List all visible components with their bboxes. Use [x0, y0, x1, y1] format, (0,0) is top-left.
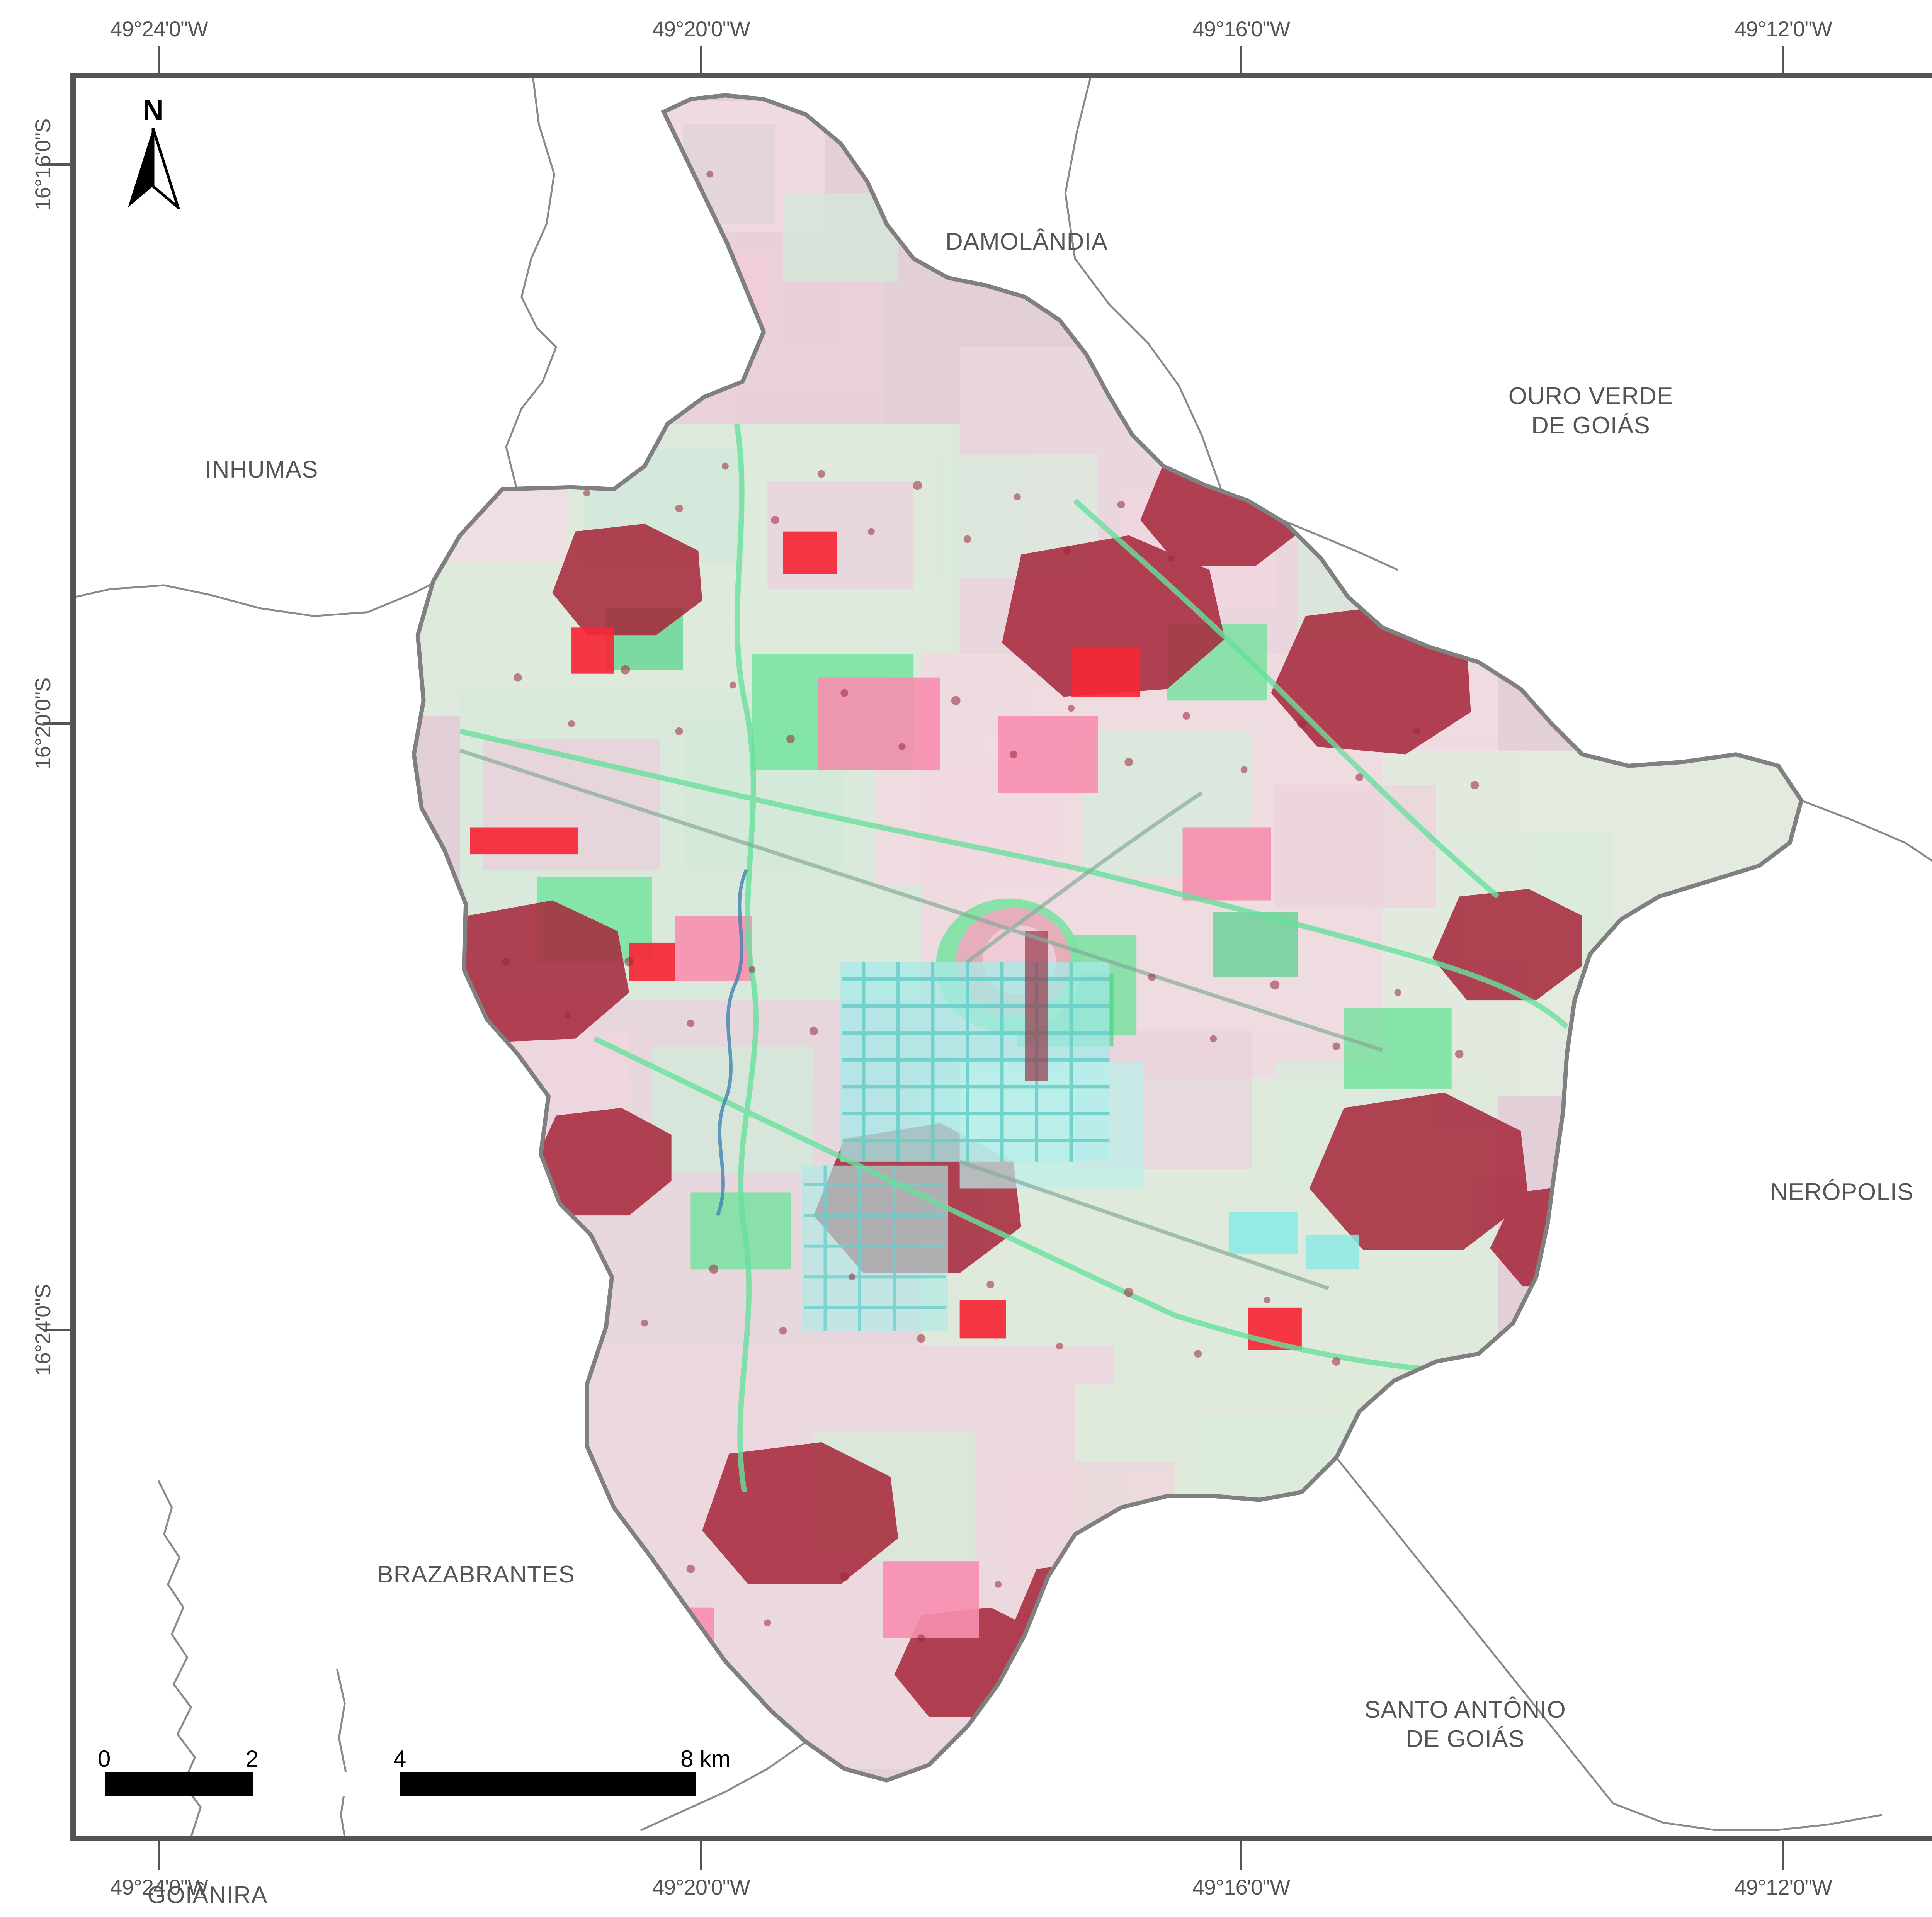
north-arrow-label: N [143, 94, 163, 126]
place-label-damol-ndia: DAMOLÂNDIA [853, 227, 1201, 257]
north-arrow: N [118, 93, 188, 209]
scale-segment-0 [105, 1772, 253, 1796]
scale-segment-3 [548, 1772, 696, 1796]
scale-tick-3: 8 km [680, 1746, 731, 1772]
scale-bar-segments [105, 1772, 696, 1796]
scale-segment-2 [400, 1772, 548, 1796]
lon-tick-bottom [700, 1837, 702, 1870]
lon-tick-top [1240, 46, 1242, 78]
lon-label-top: 49°16'0"W [1192, 17, 1291, 41]
place-label-santo-ant-nio: SANTO ANTÔNIO DE GOIÁS [1291, 1695, 1639, 1754]
place-label-inhumas: INHUMAS [88, 455, 435, 484]
lon-tick-bottom [1240, 1837, 1242, 1870]
place-label-goi-nira: GOIÂNIRA [34, 1881, 381, 1910]
lon-label-bottom: 49°16'0"W [1192, 1875, 1291, 1899]
map-canvas [76, 78, 1932, 1836]
place-label-text: BRAZABRANTES [377, 1561, 575, 1588]
lon-label-bottom: 49°20'0"W [652, 1875, 750, 1899]
place-label-ner-polis: NERÓPOLIS [1668, 1178, 1932, 1207]
lat-label-left: 16°16'0"S [31, 119, 55, 211]
scale-bar-labels: 0 2 4 8 km [98, 1741, 758, 1772]
lat-tick-left [43, 1329, 74, 1331]
main-map-frame[interactable]: N 0 2 4 8 km [70, 73, 1932, 1841]
place-label-text: GOIÂNIRA [147, 1882, 268, 1909]
scale-tick-2: 4 [393, 1746, 406, 1772]
place-label-text: INHUMAS [205, 456, 318, 483]
lat-tick-left [43, 163, 74, 166]
place-label-text: SANTO ANTÔNIO DE GOIÁS [1364, 1696, 1566, 1752]
lon-label-bottom: 49°12'0"W [1734, 1875, 1832, 1899]
municipality-boundary [412, 93, 1804, 1783]
lon-label-top: 49°20'0"W [652, 17, 750, 41]
lat-label-left: 16°24'0"S [31, 1284, 55, 1376]
scale-tick-1: 2 [245, 1746, 259, 1772]
place-label-text: OURO VERDE DE GOIÁS [1508, 383, 1673, 439]
lon-label-bottom: 49°24'0"W [110, 1875, 208, 1899]
lon-tick-bottom [158, 1837, 160, 1870]
lon-tick-top [158, 46, 160, 78]
place-label-text: DAMOLÂNDIA [946, 228, 1108, 255]
place-label-ouro-verde: OURO VERDE DE GOIÁS [1417, 382, 1765, 440]
lat-label-left: 16°20'0"S [31, 678, 55, 770]
scale-bar: 0 2 4 8 km [98, 1741, 758, 1815]
place-label-text: NERÓPOLIS [1770, 1179, 1914, 1205]
lat-tick-left [43, 722, 74, 725]
lon-tick-top [1782, 46, 1784, 78]
lon-label-top: 49°24'0"W [110, 17, 208, 41]
urban-area [802, 931, 1360, 1331]
scale-segment-1 [252, 1772, 400, 1796]
lon-tick-bottom [1782, 1837, 1784, 1870]
lon-label-top: 49°12'0"W [1734, 17, 1832, 41]
scale-tick-0: 0 [98, 1746, 111, 1772]
lon-tick-top [700, 46, 702, 78]
place-label-brazabrantes: BRAZABRANTES [302, 1560, 650, 1589]
